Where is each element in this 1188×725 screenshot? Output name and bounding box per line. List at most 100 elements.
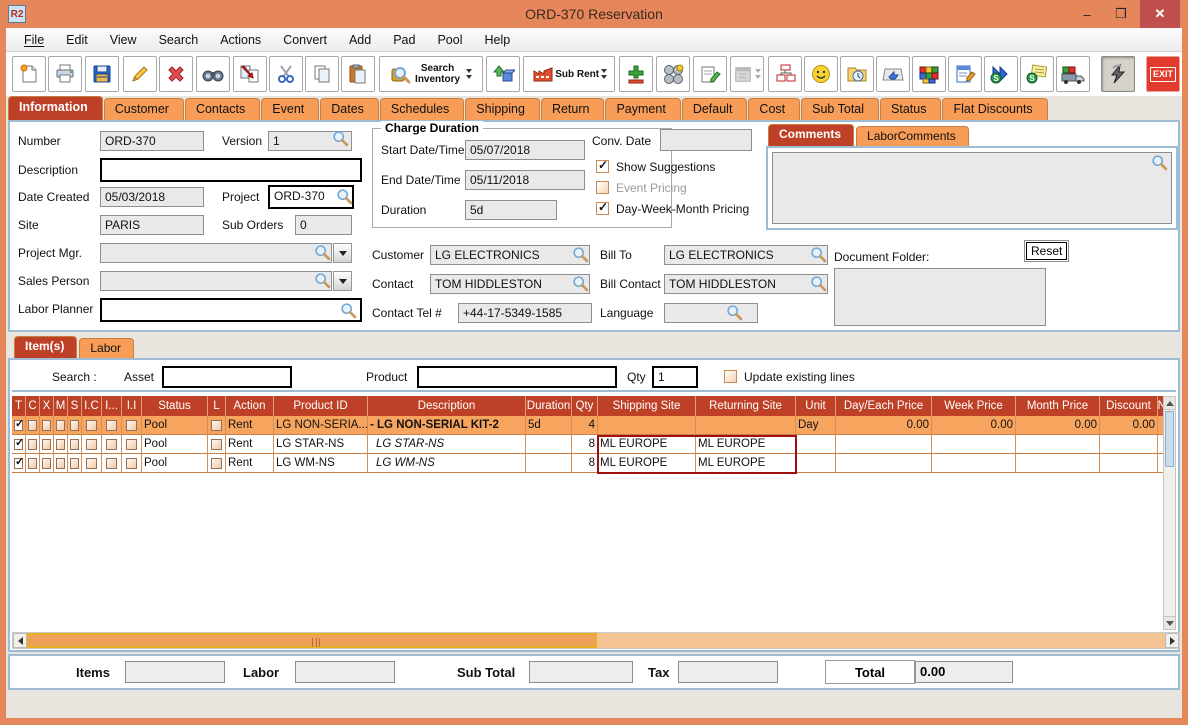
- scroll-up-arrow[interactable]: [1164, 397, 1175, 410]
- row-checkbox[interactable]: [211, 457, 222, 469]
- sales-person-field[interactable]: [100, 271, 332, 291]
- fast-payment-button[interactable]: S: [983, 56, 1018, 92]
- project-mgr-search-icon[interactable]: [314, 244, 331, 266]
- labor-planner-field[interactable]: [100, 298, 362, 322]
- table-horizontal-scrollbar[interactable]: [12, 632, 1180, 649]
- tab-cost[interactable]: Cost: [748, 98, 801, 120]
- row-checkbox[interactable]: [106, 419, 117, 431]
- inventory-blocks-button[interactable]: [911, 56, 946, 92]
- row-checkbox[interactable]: [56, 457, 65, 469]
- convert-3d-button[interactable]: [485, 56, 520, 92]
- delivery-button[interactable]: [1055, 56, 1090, 92]
- description-field[interactable]: [100, 158, 362, 182]
- tab-labor[interactable]: Labor: [79, 338, 135, 358]
- tab-subtotal[interactable]: Sub Total: [801, 98, 880, 120]
- hierarchy-button[interactable]: [767, 56, 802, 92]
- update-lines-checkbox[interactable]: [724, 370, 737, 383]
- contact-tel-field[interactable]: +44-17-5349-1585: [458, 303, 592, 323]
- row-checkbox[interactable]: [86, 457, 97, 469]
- copy-button[interactable]: [305, 56, 340, 92]
- row-checkbox[interactable]: [42, 419, 51, 431]
- menu-pad[interactable]: Pad: [393, 32, 416, 47]
- tab-items[interactable]: Item(s): [14, 336, 78, 358]
- product-input[interactable]: [417, 366, 617, 388]
- tab-default[interactable]: Default: [681, 98, 748, 120]
- edit-button[interactable]: [122, 56, 157, 92]
- new-document-button[interactable]: [12, 56, 46, 92]
- reset-button[interactable]: Reset: [1024, 240, 1070, 262]
- language-field[interactable]: [664, 303, 758, 323]
- row-checkbox[interactable]: [126, 438, 137, 450]
- search-inventory-dropdown[interactable]: [465, 69, 472, 79]
- quick-actions-button[interactable]: [1100, 56, 1135, 92]
- row-checkbox[interactable]: [106, 438, 117, 450]
- tab-dates[interactable]: Dates: [320, 98, 379, 120]
- save-button[interactable]: [85, 56, 120, 92]
- tab-comments[interactable]: Comments: [768, 124, 855, 146]
- sub-rent-dropdown[interactable]: [601, 69, 608, 79]
- row-checkbox[interactable]: [211, 419, 222, 431]
- project-search-icon[interactable]: [336, 188, 353, 210]
- row-checkbox[interactable]: [28, 457, 37, 469]
- row-checkbox[interactable]: [70, 419, 79, 431]
- row-checkbox[interactable]: [86, 438, 97, 450]
- version-field[interactable]: 1: [268, 131, 352, 151]
- sales-person-search-icon[interactable]: [314, 272, 331, 294]
- row-checkbox[interactable]: [106, 457, 117, 469]
- comments-search-icon[interactable]: [1151, 154, 1168, 176]
- row-checkbox[interactable]: [70, 438, 79, 450]
- tab-return[interactable]: Return: [540, 98, 605, 120]
- day-week-month-checkbox[interactable]: [596, 200, 609, 215]
- row-checkbox[interactable]: [42, 457, 51, 469]
- customer-search-icon[interactable]: [572, 246, 589, 268]
- scroll-down-arrow[interactable]: [1164, 616, 1175, 629]
- menu-actions[interactable]: Actions: [220, 32, 262, 47]
- row-checkbox[interactable]: [14, 455, 24, 469]
- row-checkbox[interactable]: [14, 436, 24, 450]
- shortcut-key-button[interactable]: [875, 56, 910, 92]
- project-mgr-dropdown[interactable]: [333, 243, 352, 263]
- row-checkbox[interactable]: [56, 419, 65, 431]
- contact-field[interactable]: TOM HIDDLESTON: [430, 274, 590, 294]
- menu-convert[interactable]: Convert: [283, 32, 327, 47]
- tab-flat-discounts[interactable]: Flat Discounts: [942, 98, 1048, 120]
- close-button[interactable]: ✕: [1140, 0, 1180, 28]
- print-button[interactable]: [48, 56, 82, 92]
- row-checkbox[interactable]: [14, 417, 24, 431]
- maximize-button[interactable]: ❒: [1115, 6, 1127, 21]
- table-row[interactable]: Pool Rent LG STAR-NS LG STAR-NS 8 ML EUR…: [12, 435, 1172, 454]
- tab-payment[interactable]: Payment: [605, 98, 681, 120]
- search-inventory-button[interactable]: Search Inventory: [378, 56, 483, 92]
- table-vertical-scrollbar[interactable]: [1163, 396, 1176, 630]
- menu-edit[interactable]: Edit: [66, 32, 88, 47]
- row-checkbox[interactable]: [126, 419, 137, 431]
- labor-planner-search-icon[interactable]: [340, 302, 357, 324]
- vertical-scroll-thumb[interactable]: [1165, 411, 1174, 467]
- paste-button[interactable]: [341, 56, 376, 92]
- contact-search-icon[interactable]: [572, 275, 589, 297]
- notes-button[interactable]: [693, 56, 728, 92]
- copy-to-button[interactable]: [233, 56, 268, 92]
- row-checkbox[interactable]: [211, 438, 222, 450]
- bill-to-field[interactable]: LG ELECTRONICS: [664, 245, 828, 265]
- horizontal-scroll-thumb[interactable]: [27, 633, 597, 648]
- bill-contact-search-icon[interactable]: [810, 275, 827, 297]
- row-checkbox[interactable]: [70, 457, 79, 469]
- tab-customer[interactable]: Customer: [103, 98, 184, 120]
- row-checkbox[interactable]: [28, 419, 37, 431]
- show-suggestions-checkbox[interactable]: [596, 158, 609, 173]
- tab-labor-comments[interactable]: LaborComments: [856, 126, 969, 146]
- cut-button[interactable]: [269, 56, 304, 92]
- bill-to-search-icon[interactable]: [810, 246, 827, 268]
- tab-contacts[interactable]: Contacts: [184, 98, 261, 120]
- comments-textarea[interactable]: [772, 152, 1172, 224]
- find-button[interactable]: [195, 56, 230, 92]
- customer-field[interactable]: LG ELECTRONICS: [430, 245, 590, 265]
- tab-status[interactable]: Status: [880, 98, 942, 120]
- tab-event[interactable]: Event: [261, 98, 320, 120]
- menu-search[interactable]: Search: [158, 32, 199, 47]
- menu-file[interactable]: File: [24, 32, 45, 47]
- table-row[interactable]: Pool Rent LG WM-NS LG WM-NS 8 ML EUROPE …: [12, 454, 1172, 473]
- table-row[interactable]: Pool Rent LG NON-SERIA... - LG NON-SERIA…: [12, 416, 1172, 435]
- menu-pool[interactable]: Pool: [437, 32, 463, 47]
